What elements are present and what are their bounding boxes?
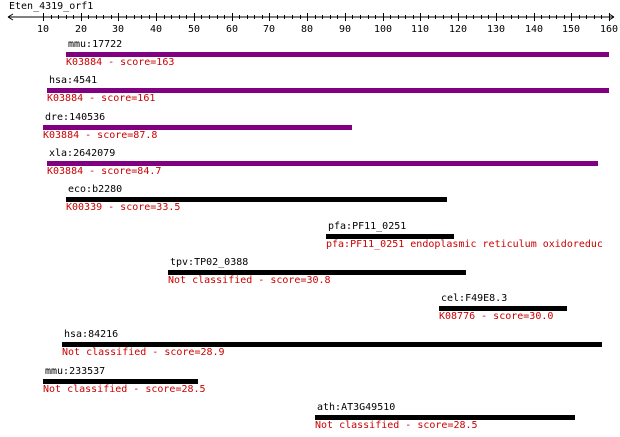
hit-alignment-bar[interactable]	[326, 234, 454, 239]
hit-alignment-bar[interactable]	[66, 197, 447, 202]
hit-gene-link[interactable]: mmu:233537	[45, 366, 106, 377]
ruler-tick-label: 100	[374, 24, 392, 35]
ruler-tick-label: 50	[188, 24, 200, 35]
hit-alignment-bar[interactable]	[66, 52, 609, 57]
hit-score-link[interactable]: Not classified - score=28.9	[62, 347, 225, 358]
ruler-tick-label: 10	[37, 24, 49, 35]
ruler-tick-label: 130	[487, 24, 505, 35]
query-title: Eten_4319_orf1	[9, 1, 94, 12]
hit-gene-link[interactable]: mmu:17722	[68, 39, 123, 50]
hit-score-link[interactable]: K08776 - score=30.0	[439, 311, 554, 322]
hit-score-link[interactable]: Not classified - score=30.8	[168, 275, 331, 286]
hit-alignment-bar[interactable]	[439, 306, 567, 311]
hit-alignment-bar[interactable]	[47, 161, 598, 166]
ruler-tick-label: 80	[301, 24, 313, 35]
ruler-tick-label: 30	[112, 24, 124, 35]
hit-alignment-bar[interactable]	[315, 415, 575, 420]
hit-score-link[interactable]: pfa:PF11_0251 endoplasmic reticulum oxid…	[326, 239, 603, 250]
hit-gene-link[interactable]: dre:140536	[45, 112, 106, 123]
hit-gene-link[interactable]: cel:F49E8.3	[441, 293, 508, 304]
ruler-tick-label: 20	[75, 24, 87, 35]
ruler-tick-label: 110	[411, 24, 429, 35]
hit-alignment-bar[interactable]	[43, 125, 352, 130]
ruler-left-arrow-icon	[7, 13, 14, 21]
ruler-tick-label: 60	[226, 24, 238, 35]
hit-alignment-bar[interactable]	[47, 88, 609, 93]
hit-gene-link[interactable]: ath:AT3G49510	[317, 402, 396, 413]
hit-score-link[interactable]: Not classified - score=28.5	[43, 384, 206, 395]
hit-score-link[interactable]: K03884 - score=87.8	[43, 130, 158, 141]
ruler-tick-label: 70	[263, 24, 275, 35]
ruler-tick-label: 40	[150, 24, 162, 35]
hit-alignment-bar[interactable]	[168, 270, 466, 275]
hit-gene-link[interactable]: hsa:84216	[64, 329, 119, 340]
hit-score-link[interactable]: K00339 - score=33.5	[66, 202, 181, 213]
ruler-tick-label: 90	[339, 24, 351, 35]
hit-score-link[interactable]: K03884 - score=84.7	[47, 166, 162, 177]
position-ruler: 10 20 30 40 50 60 70 80 90 100 110 120 130 140 150 160	[7, 13, 618, 35]
hit-gene-link[interactable]: pfa:PF11_0251	[328, 221, 407, 232]
hit-alignment-bar[interactable]	[43, 379, 198, 384]
ruler-tick-label: 120	[449, 24, 467, 35]
hit-gene-link[interactable]: xla:2642079	[49, 148, 116, 159]
ruler-tick-label: 140	[525, 24, 543, 35]
hit-alignment-bar[interactable]	[62, 342, 602, 347]
ruler-tick-label: 150	[562, 24, 580, 35]
hit-score-link[interactable]: Not classified - score=28.5	[315, 420, 478, 431]
hit-score-link[interactable]: K03884 - score=161	[47, 93, 156, 104]
hit-gene-link[interactable]: hsa:4541	[49, 75, 98, 86]
ruler-tick-label: 160	[600, 24, 618, 35]
hit-gene-link[interactable]: eco:b2280	[68, 184, 123, 195]
hit-score-link[interactable]: K03884 - score=163	[66, 57, 175, 68]
hit-gene-link[interactable]: tpv:TP02_0388	[170, 257, 249, 268]
